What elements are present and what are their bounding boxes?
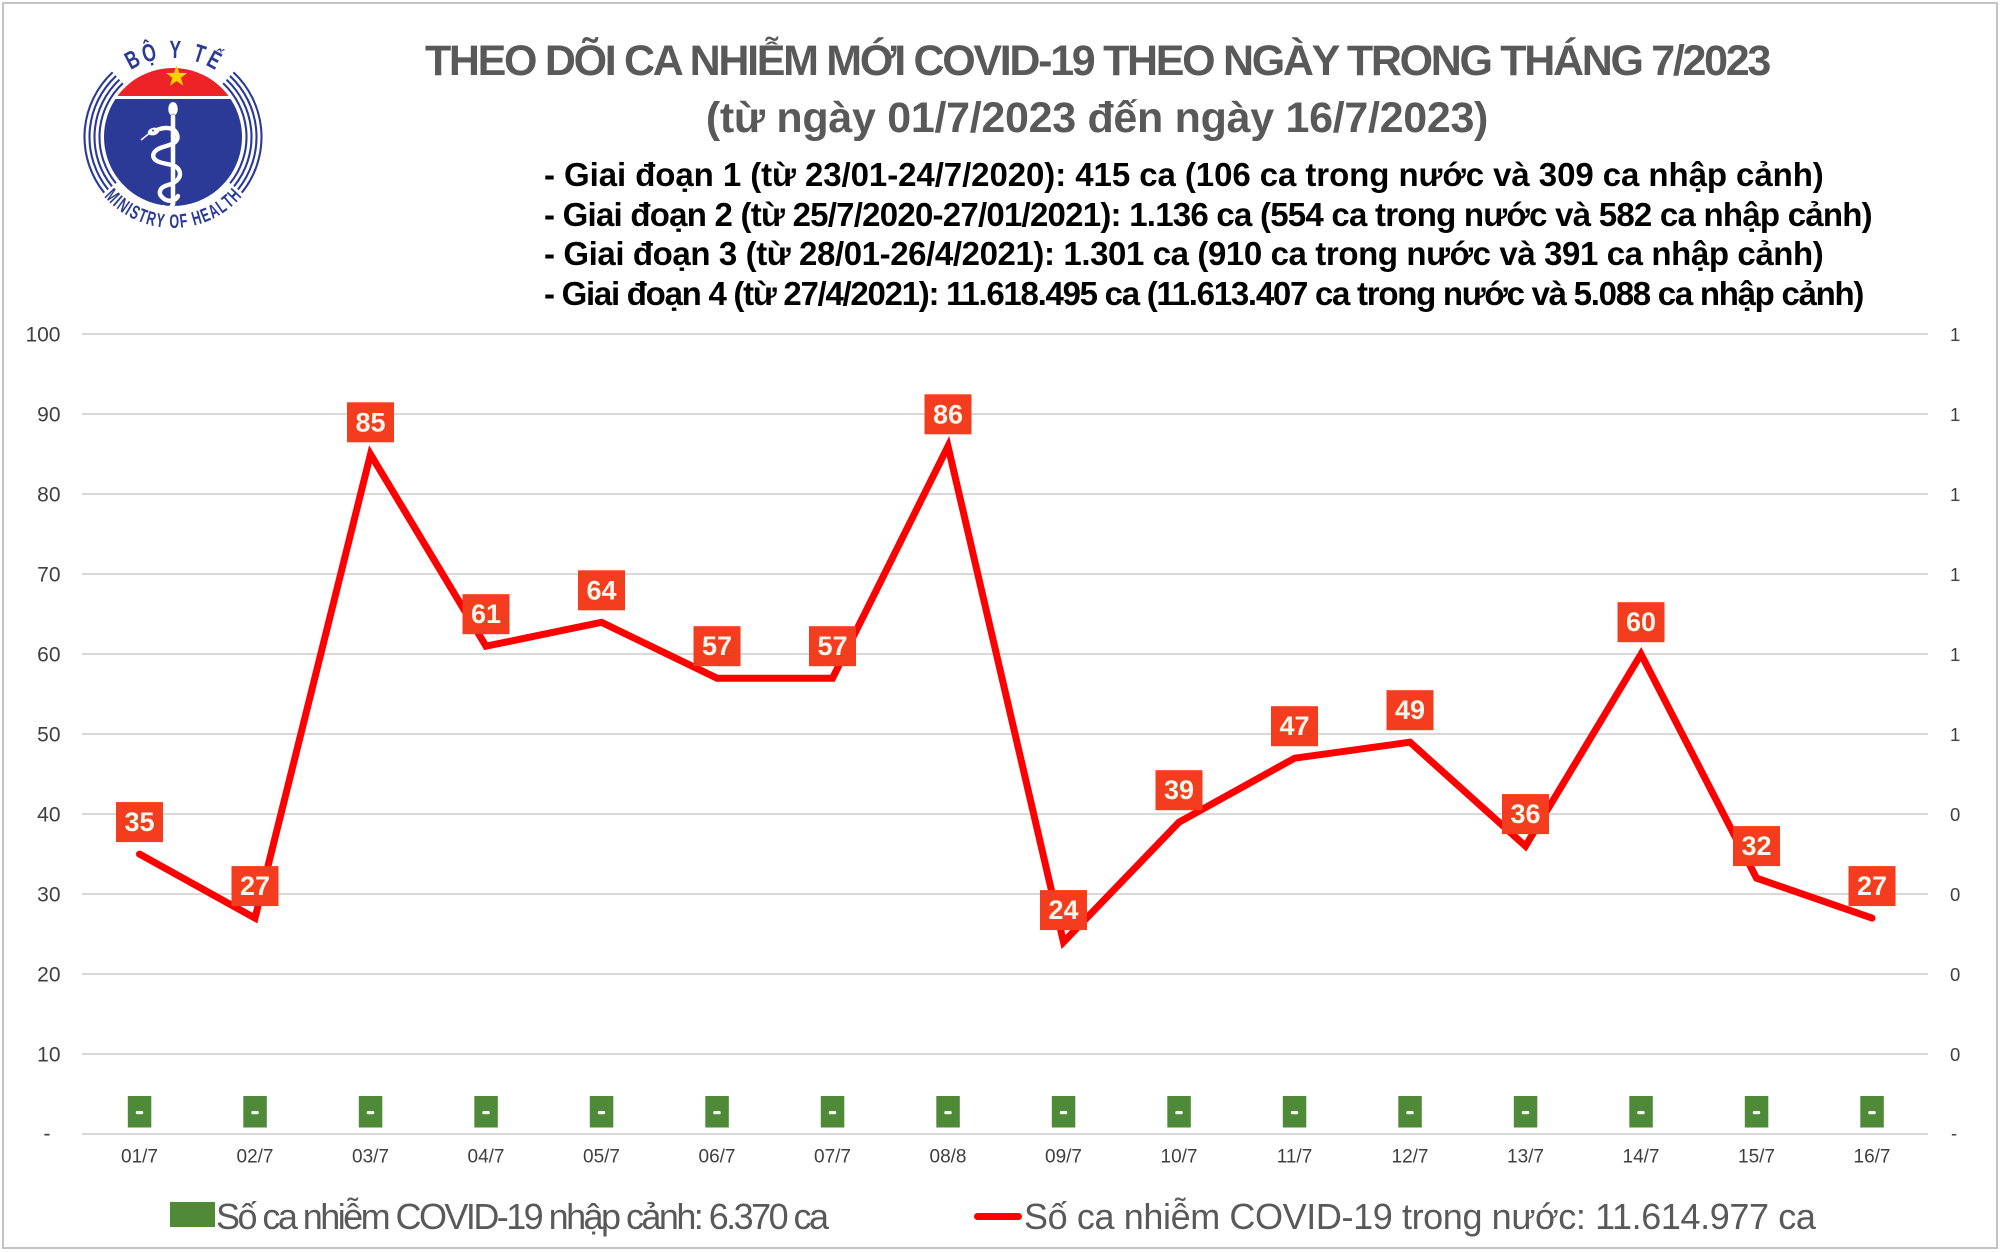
svg-text:64: 64 (586, 575, 616, 605)
svg-text:1: 1 (1950, 564, 1960, 585)
svg-text:06/7: 06/7 (699, 1147, 736, 1168)
svg-text:15/7: 15/7 (1738, 1147, 1775, 1168)
svg-text:10: 10 (37, 1044, 60, 1067)
svg-text:20: 20 (37, 964, 60, 987)
svg-text:07/7: 07/7 (814, 1147, 851, 1168)
svg-text:70: 70 (37, 564, 60, 587)
svg-text:Ộ: Ộ (138, 37, 159, 69)
svg-text:47: 47 (1279, 711, 1309, 741)
svg-text:57: 57 (817, 631, 847, 661)
svg-text:60: 60 (37, 644, 60, 667)
svg-text:24: 24 (1048, 895, 1078, 925)
svg-text:05/7: 05/7 (583, 1147, 620, 1168)
svg-text:27: 27 (240, 871, 270, 901)
svg-text:0: 0 (1950, 884, 1960, 905)
svg-text:12/7: 12/7 (1392, 1147, 1429, 1168)
svg-text:09/7: 09/7 (1045, 1147, 1082, 1168)
svg-text:11/7: 11/7 (1277, 1147, 1313, 1168)
svg-text:-: - (44, 1123, 51, 1146)
svg-text:1: 1 (1950, 484, 1960, 505)
svg-text:0: 0 (1950, 964, 1960, 985)
svg-text:02/7: 02/7 (237, 1147, 274, 1168)
svg-text:61: 61 (471, 599, 501, 629)
svg-text:1: 1 (1950, 324, 1960, 345)
svg-text:0: 0 (1950, 804, 1960, 825)
svg-text:03/7: 03/7 (352, 1147, 389, 1168)
svg-text:13/7: 13/7 (1507, 1147, 1544, 1168)
svg-text:85: 85 (355, 407, 385, 437)
svg-text:50: 50 (37, 724, 60, 747)
svg-text:39: 39 (1164, 775, 1194, 805)
svg-text:O: O (169, 211, 179, 233)
svg-text:1: 1 (1950, 724, 1960, 745)
svg-text:40: 40 (37, 804, 60, 827)
svg-text:57: 57 (702, 631, 732, 661)
svg-text:49: 49 (1395, 695, 1425, 725)
svg-text:1: 1 (1950, 404, 1960, 425)
svg-text:32: 32 (1741, 831, 1771, 861)
svg-text:04/7: 04/7 (468, 1147, 505, 1168)
svg-text:Y: Y (169, 35, 182, 64)
svg-text:35: 35 (124, 807, 154, 837)
svg-text:60: 60 (1626, 607, 1656, 637)
svg-text:90: 90 (37, 404, 60, 427)
svg-text:1: 1 (1950, 644, 1960, 665)
svg-text:0: 0 (1950, 1044, 1960, 1065)
svg-text:10/7: 10/7 (1161, 1147, 1198, 1168)
svg-text:14/7: 14/7 (1623, 1147, 1660, 1168)
svg-text:100: 100 (25, 324, 60, 347)
svg-text:F: F (178, 210, 188, 232)
svg-text:16/7: 16/7 (1854, 1147, 1891, 1168)
svg-text:01/7: 01/7 (121, 1147, 158, 1168)
svg-text:08/8: 08/8 (930, 1147, 967, 1168)
svg-text:80: 80 (37, 484, 60, 507)
svg-text:30: 30 (37, 884, 60, 907)
svg-text:-: - (1951, 1123, 1957, 1144)
svg-text:27: 27 (1857, 871, 1887, 901)
svg-text:36: 36 (1510, 799, 1540, 829)
svg-text:86: 86 (933, 399, 963, 429)
svg-text:Y: Y (154, 210, 166, 232)
